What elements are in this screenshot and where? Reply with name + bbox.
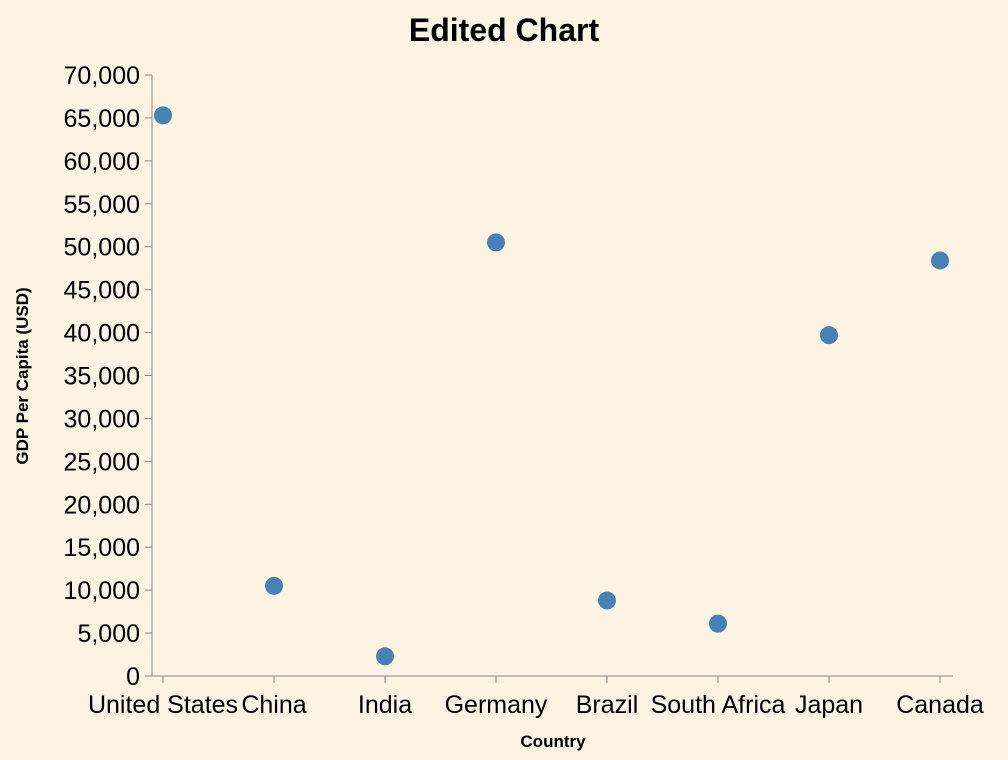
x-tick-label: Japan: [795, 691, 863, 719]
y-tick-label: 40,000: [64, 320, 140, 348]
data-point[interactable]: [154, 106, 172, 125]
x-tick-label: Canada: [896, 691, 984, 719]
data-point[interactable]: [931, 251, 949, 270]
y-tick-label: 15,000: [64, 534, 140, 562]
x-tick-label: China: [241, 691, 306, 719]
chart-title: Edited Chart: [409, 12, 600, 48]
x-axis-title: Country: [520, 732, 586, 751]
y-tick-label: 70,000: [64, 62, 140, 90]
y-tick-label: 25,000: [64, 448, 140, 476]
y-tick-label: 10,000: [64, 577, 140, 605]
x-axis: United States China India Germany Brazil Sout…: [88, 675, 984, 719]
y-tick-label: 0: [126, 663, 140, 691]
y-tick-label: 50,000: [64, 234, 140, 262]
data-point[interactable]: [598, 591, 616, 610]
y-tick-label: 20,000: [64, 491, 140, 519]
y-tick-label: 65,000: [64, 105, 140, 133]
y-tick-label: 45,000: [64, 277, 140, 305]
y-tick-label: 35,000: [64, 363, 140, 391]
y-tick-label: 5,000: [77, 620, 140, 648]
data-point[interactable]: [487, 233, 505, 252]
x-tick-label: Germany: [445, 691, 548, 719]
data-point[interactable]: [820, 326, 838, 345]
data-points: [154, 106, 949, 666]
x-tick-label: United States: [88, 691, 238, 719]
y-axis: 0 5,000 10,000 15,000 20,000 25,000 30,000 35,0…: [64, 62, 153, 691]
y-axis-title: GDP Per Capita (USD): [13, 287, 32, 464]
data-point[interactable]: [376, 647, 394, 666]
data-point[interactable]: [265, 576, 283, 595]
x-tick-label: Brazil: [576, 691, 639, 719]
y-tick-label: 60,000: [64, 148, 140, 176]
y-tick-label: 30,000: [64, 405, 140, 433]
y-tick-label: 55,000: [64, 191, 140, 219]
data-point[interactable]: [709, 614, 727, 633]
x-tick-label: India: [358, 691, 412, 719]
x-tick-label: South Africa: [651, 691, 786, 719]
